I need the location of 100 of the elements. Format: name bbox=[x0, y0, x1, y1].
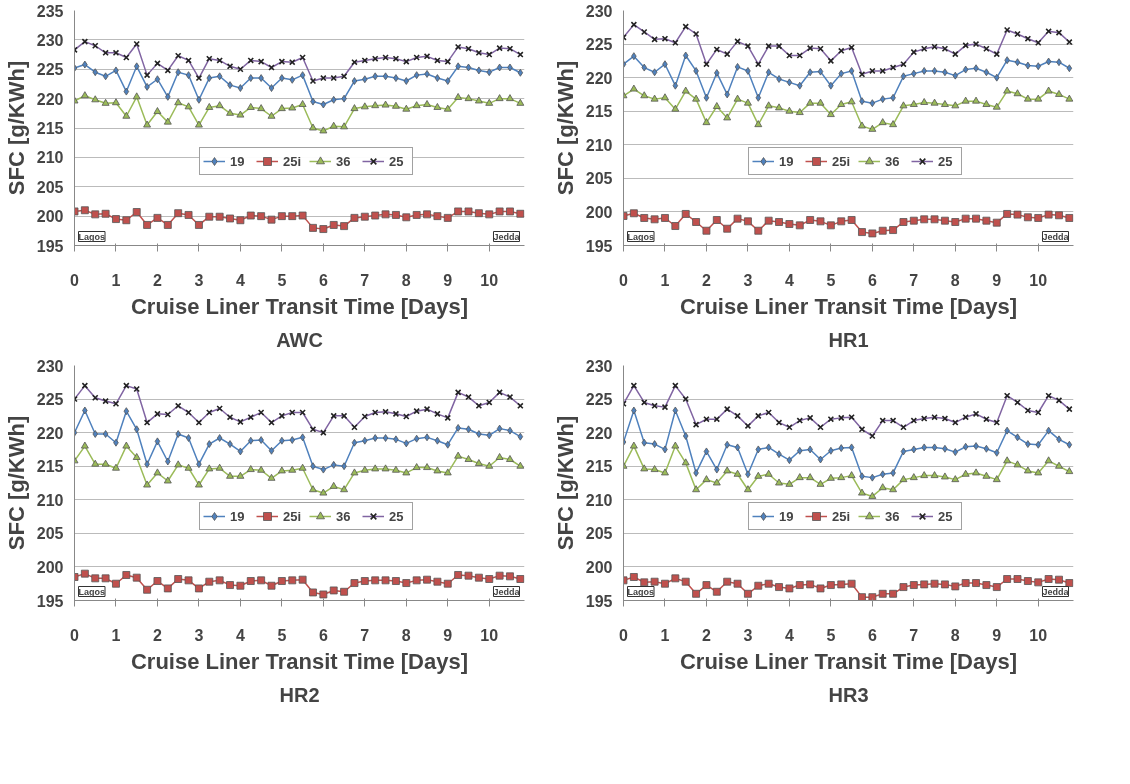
y-tick-label: 210 bbox=[585, 136, 613, 154]
legend-label: 19 bbox=[230, 508, 246, 524]
y-tick-label: 220 bbox=[36, 90, 64, 108]
y-tick-label: 225 bbox=[585, 391, 613, 409]
x-tick-label: 0 bbox=[619, 626, 629, 644]
y-tick-label: 225 bbox=[585, 36, 613, 54]
y-tick-label: 220 bbox=[585, 424, 613, 442]
x-tick-label: 2 bbox=[702, 271, 711, 289]
annotation: Lagos bbox=[78, 586, 106, 597]
y-tick-label: 215 bbox=[36, 458, 64, 476]
x-tick-label: 2 bbox=[153, 271, 162, 289]
y-tick-label: 215 bbox=[585, 458, 613, 476]
legend-label: 25i bbox=[832, 153, 852, 169]
x-tick-label: 6 bbox=[867, 271, 877, 289]
x-tick-label: 0 bbox=[70, 271, 80, 289]
y-axis-title: SFC [g/KWh] bbox=[552, 60, 578, 196]
y-tick-label: 195 bbox=[36, 237, 64, 255]
x-axis-title: Cruise Liner Transit Time [Days] bbox=[679, 648, 1018, 674]
x-tick-label: 10 bbox=[480, 271, 499, 289]
y-tick-label: 215 bbox=[585, 103, 613, 121]
text: HR1 bbox=[828, 328, 869, 351]
x-tick-label: 1 bbox=[660, 626, 670, 644]
text: AWC bbox=[276, 328, 323, 351]
legend-label: 19 bbox=[779, 508, 795, 524]
y-tick-label: 195 bbox=[585, 592, 613, 610]
y-tick-label: 205 bbox=[585, 170, 613, 188]
x-tick-label: 10 bbox=[1029, 626, 1048, 644]
x-tick-label: 8 bbox=[950, 626, 960, 644]
x-tick-label: 5 bbox=[826, 626, 836, 644]
x-tick-label: 7 bbox=[360, 271, 370, 289]
legend-label: 25 bbox=[389, 153, 405, 169]
legend-label: 19 bbox=[230, 153, 246, 169]
x-tick-label: 1 bbox=[111, 271, 121, 289]
annotation: Lagos bbox=[627, 231, 655, 242]
annotation: Lagos bbox=[627, 586, 655, 597]
y-tick-label: 210 bbox=[585, 491, 613, 509]
legend-label: 25 bbox=[938, 153, 954, 169]
y-tick-label: 220 bbox=[585, 69, 613, 87]
x-tick-label: 1 bbox=[660, 271, 670, 289]
x-tick-label: 9 bbox=[992, 626, 1002, 644]
x-tick-label: 2 bbox=[702, 626, 711, 644]
y-tick-label: 220 bbox=[36, 424, 64, 442]
y-tick-label: 200 bbox=[36, 558, 64, 576]
text: HR2 bbox=[279, 683, 320, 706]
x-tick-label: 8 bbox=[401, 271, 411, 289]
y-tick-label: 195 bbox=[585, 237, 613, 255]
x-axis-title: Cruise Liner Transit Time [Days] bbox=[679, 293, 1018, 319]
legend-label: 25 bbox=[389, 508, 405, 524]
y-tick-label: 200 bbox=[36, 208, 64, 226]
legend-label: 36 bbox=[885, 153, 901, 169]
x-tick-label: 8 bbox=[950, 271, 960, 289]
x-tick-label: 6 bbox=[867, 626, 877, 644]
x-tick-label: 8 bbox=[401, 626, 411, 644]
legend-label: 25i bbox=[283, 508, 303, 524]
legend-label: 25 bbox=[938, 508, 954, 524]
x-tick-label: 6 bbox=[318, 271, 328, 289]
x-tick-label: 0 bbox=[619, 271, 629, 289]
x-tick-label: 9 bbox=[443, 626, 453, 644]
y-tick-label: 200 bbox=[585, 558, 613, 576]
x-tick-label: 9 bbox=[443, 271, 453, 289]
x-tick-label: 1 bbox=[111, 626, 121, 644]
y-axis-title: SFC [g/KWh] bbox=[3, 60, 29, 196]
annotation: Lagos bbox=[78, 231, 106, 242]
y-axis-title: SFC [g/KWh] bbox=[3, 415, 29, 551]
y-tick-label: 230 bbox=[36, 31, 64, 49]
y-tick-label: 230 bbox=[585, 357, 613, 375]
legend-label: 25i bbox=[283, 153, 303, 169]
y-tick-label: 215 bbox=[36, 120, 64, 137]
legend-label: 25i bbox=[832, 508, 852, 524]
y-tick-label: 205 bbox=[36, 178, 64, 196]
x-tick-label: 4 bbox=[784, 271, 794, 289]
x-tick-label: 3 bbox=[194, 271, 204, 289]
x-tick-label: 3 bbox=[743, 271, 753, 289]
y-tick-label: 200 bbox=[585, 203, 613, 221]
x-tick-label: 10 bbox=[1029, 271, 1048, 289]
y-tick-label: 230 bbox=[585, 2, 613, 20]
x-tick-label: 7 bbox=[360, 626, 370, 644]
x-tick-label: 4 bbox=[235, 626, 245, 644]
legend-label: 36 bbox=[336, 508, 352, 524]
x-tick-label: 4 bbox=[235, 271, 245, 289]
x-tick-label: 10 bbox=[480, 626, 499, 644]
x-tick-label: 2 bbox=[153, 626, 162, 644]
x-axis-title: Cruise Liner Transit Time [Days] bbox=[130, 648, 469, 674]
y-tick-label: 225 bbox=[36, 61, 64, 79]
y-tick-label: 210 bbox=[36, 149, 64, 167]
y-tick-label: 210 bbox=[36, 491, 64, 509]
x-tick-label: 3 bbox=[194, 626, 204, 644]
text: HR3 bbox=[828, 683, 869, 706]
y-tick-label: 205 bbox=[585, 525, 613, 543]
x-tick-label: 3 bbox=[743, 626, 753, 644]
x-tick-label: 7 bbox=[909, 626, 919, 644]
y-tick-label: 195 bbox=[36, 592, 64, 610]
x-tick-label: 0 bbox=[70, 626, 80, 644]
x-tick-label: 5 bbox=[826, 271, 836, 289]
x-tick-label: 4 bbox=[784, 626, 794, 644]
x-axis-title: Cruise Liner Transit Time [Days] bbox=[130, 293, 469, 319]
x-tick-label: 5 bbox=[277, 626, 287, 644]
y-axis-title: SFC [g/KWh] bbox=[552, 415, 578, 551]
y-tick-label: 205 bbox=[36, 525, 64, 543]
y-tick-label: 230 bbox=[36, 357, 64, 375]
